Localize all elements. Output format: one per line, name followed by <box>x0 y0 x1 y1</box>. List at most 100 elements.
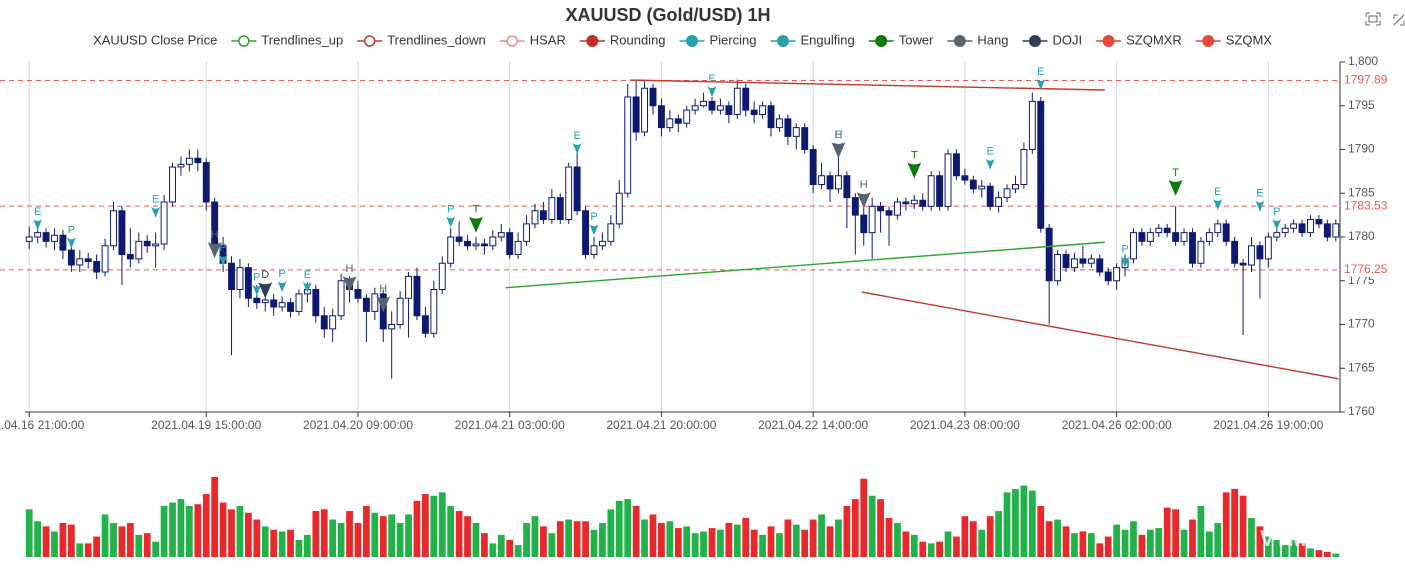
candle-body <box>523 223 531 242</box>
candle-body <box>447 236 455 264</box>
volume-bar <box>430 495 438 557</box>
candle-body <box>320 315 328 330</box>
volume-bar <box>514 545 522 557</box>
candle-body <box>1020 149 1028 185</box>
legend-item[interactable]: Piercing <box>679 32 757 47</box>
volume-bar <box>1037 505 1045 557</box>
volume-bar <box>51 531 58 557</box>
candle-body <box>1231 240 1239 264</box>
volume-bar <box>1231 488 1239 557</box>
candle-body <box>657 105 665 129</box>
volume-bar <box>253 519 261 557</box>
candle-body <box>851 197 859 216</box>
candle-body <box>716 105 724 111</box>
candle-body <box>750 109 758 115</box>
candle-body <box>67 249 75 266</box>
volume-bar <box>767 526 775 557</box>
candle-body <box>1113 267 1121 282</box>
candle-body <box>666 118 674 129</box>
x-tick-label: 2021.04.26 19:00:00 <box>1213 418 1323 432</box>
restore-icon[interactable] <box>1393 14 1405 26</box>
volume-bar <box>902 531 910 557</box>
volume-bar <box>1180 529 1188 557</box>
volume-bar <box>169 502 176 557</box>
legend-item[interactable]: Tower <box>868 32 934 47</box>
legend-item[interactable]: SZQMXR <box>1096 32 1182 47</box>
pattern-label: H <box>379 283 387 295</box>
candle-body <box>1028 100 1036 150</box>
pattern-label: P <box>278 268 285 280</box>
volume-bar <box>725 522 733 557</box>
candle-body <box>101 245 109 273</box>
candle-body <box>413 275 421 317</box>
candle-body <box>93 261 101 273</box>
pattern-marker <box>277 281 287 293</box>
pattern-label: E <box>1037 66 1044 78</box>
legend-label: SZQMXR <box>1126 32 1182 47</box>
toolbox[interactable] <box>1365 12 1405 26</box>
pattern-marker <box>151 206 161 218</box>
pattern-marker <box>33 219 43 230</box>
candle-body <box>337 280 345 317</box>
legend-item[interactable]: Trendlines_up <box>231 32 343 47</box>
legend-item[interactable]: HSAR <box>499 32 566 47</box>
volume-bar <box>590 529 598 557</box>
candle-body <box>388 324 396 330</box>
volume-bar <box>135 534 143 557</box>
candle-body <box>25 236 33 242</box>
zoom-icon[interactable] <box>1365 12 1381 26</box>
pattern-marker <box>1272 219 1282 230</box>
pattern-label: T <box>473 204 480 216</box>
candle-body <box>809 149 817 185</box>
candle-body <box>1062 254 1070 269</box>
candle-body <box>295 293 303 312</box>
pattern-label: P <box>1273 206 1280 218</box>
pattern-marker <box>207 242 222 258</box>
candle-body <box>1281 227 1289 234</box>
level-label-bg <box>1342 199 1392 214</box>
pattern-marker <box>1036 79 1046 90</box>
volume-bar <box>691 533 699 557</box>
candle-body <box>152 243 160 247</box>
candle-body <box>868 205 876 234</box>
volume-bar <box>894 522 901 557</box>
candle-body <box>396 297 404 325</box>
volume-bar <box>1307 548 1314 557</box>
legend-item[interactable]: Hang <box>947 32 1008 47</box>
legend-item[interactable]: DOJI <box>1022 32 1082 47</box>
candle-body <box>1037 100 1045 229</box>
volume-bar <box>1239 495 1247 557</box>
candle-body <box>767 105 775 129</box>
volume-bar <box>1264 536 1272 557</box>
pattern-label: E <box>835 129 842 141</box>
candle-body <box>641 87 649 133</box>
legend-item[interactable]: SZQMX <box>1195 32 1273 47</box>
legend-item[interactable]: Rounding <box>579 32 666 47</box>
candle-body <box>894 201 901 216</box>
volume-bar <box>25 509 33 557</box>
candle-body <box>936 175 944 207</box>
legend-icon <box>686 35 699 47</box>
pattern-label: H <box>860 179 868 191</box>
candle-body <box>632 96 640 133</box>
pattern-marker <box>468 216 483 233</box>
pattern-marker <box>342 276 357 293</box>
volume-bar <box>110 522 117 557</box>
volume-bar <box>599 522 606 557</box>
candle-body <box>910 199 918 205</box>
volume-bar <box>363 505 370 557</box>
volume-bar <box>582 521 589 557</box>
legend-item[interactable]: XAUUSD Close Price <box>93 32 217 47</box>
volume-bar <box>93 536 101 557</box>
volume-bar <box>624 499 632 557</box>
legend-item[interactable]: Trendlines_down <box>357 32 486 47</box>
candle-body <box>582 210 590 255</box>
candle-body <box>1248 245 1255 266</box>
volume-bar <box>835 519 842 557</box>
legend-icon <box>1102 35 1115 47</box>
volume-bar <box>464 516 471 557</box>
candle-body <box>354 289 362 299</box>
watermark: VTMFX <box>1260 526 1335 551</box>
candle-body <box>708 100 716 111</box>
legend-item[interactable]: Engulfing <box>770 32 855 47</box>
